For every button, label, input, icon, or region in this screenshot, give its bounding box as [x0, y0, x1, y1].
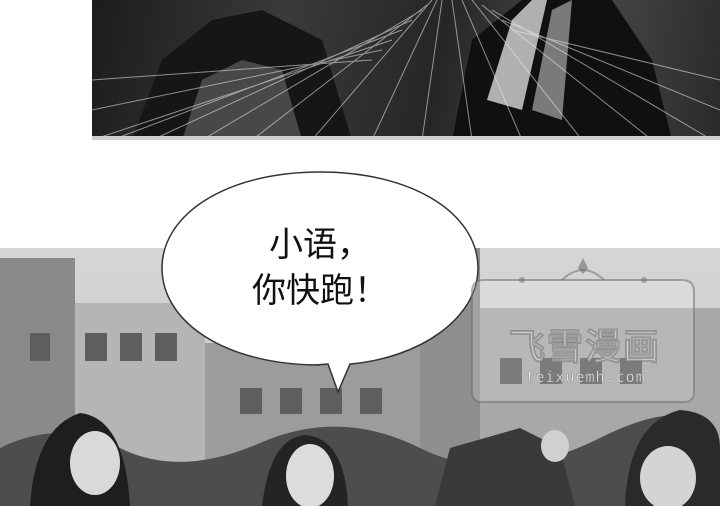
watermark-title: 飞雪漫画	[508, 327, 661, 369]
man-jacket	[435, 428, 575, 506]
speech-line-1: 小语，	[269, 225, 371, 265]
speech-bubble-text: 小语， 你快跑！	[190, 222, 450, 314]
girl-center-face	[286, 444, 334, 506]
top-comic-panel	[92, 0, 720, 140]
action-scene-illustration	[92, 0, 720, 140]
panel-border	[92, 136, 720, 140]
ornament-right-icon	[641, 277, 647, 283]
windows	[30, 333, 642, 414]
shirt-collar	[487, 0, 547, 110]
speech-bubble-outline	[161, 171, 479, 395]
watermark-frame	[471, 258, 695, 403]
fleur-icon	[578, 258, 588, 274]
bottom-comic-panel	[0, 248, 720, 506]
watermark-url: feixuemh.com	[525, 368, 646, 387]
boy-right-face	[640, 446, 696, 506]
girl-left-face	[70, 431, 120, 495]
campus-scene-illustration	[0, 248, 720, 506]
ornament-left-icon	[519, 277, 525, 283]
watermark-border	[471, 279, 695, 403]
speech-bubble	[161, 171, 479, 395]
speed-lines	[92, 0, 720, 140]
speech-line-2: 你快跑！	[252, 271, 388, 311]
raised-hand	[541, 430, 569, 462]
